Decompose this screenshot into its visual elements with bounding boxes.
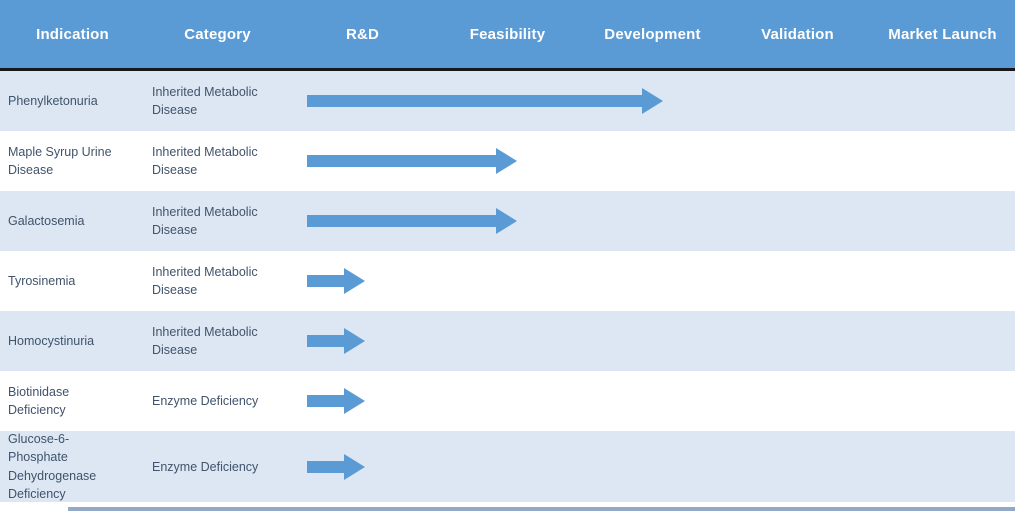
progress-arrow-body — [307, 95, 642, 107]
progress-arrow-body — [307, 275, 344, 287]
category-cell: Enzyme Deficiency — [152, 393, 259, 408]
progress-arrow-head-icon — [496, 148, 517, 174]
indication-cell: Glucose-6-Phosphate Dehydrogenase Defici… — [8, 432, 97, 501]
indication-cell: Phenylketonuria — [8, 93, 98, 108]
pipeline-rows: Phenylketonuria Inherited Metabolic Dise… — [0, 71, 1015, 502]
table-row: Galactosemia Inherited Metabolic Disease — [0, 191, 1015, 251]
header-cell-validation: Validation — [761, 25, 834, 43]
indication-cell: Tyrosinemia — [8, 273, 76, 288]
progress-arrow-body — [307, 155, 496, 167]
header-cell-market-launch: Market Launch — [888, 25, 997, 43]
progress-arrow-head-icon — [344, 268, 365, 294]
category-cell: Inherited Metabolic Disease — [152, 84, 258, 117]
stage-header-row: Indication Category R&D Feasibility Developm… — [0, 0, 1015, 71]
header-cell-category: Category — [184, 25, 251, 43]
category-cell: Inherited Metabolic Disease — [152, 264, 258, 297]
progress-arrow-head-icon — [344, 453, 365, 480]
progress-arrow-body — [307, 395, 344, 407]
table-row: Maple Syrup Urine Disease Inherited Meta… — [0, 131, 1015, 191]
category-cell: Inherited Metabolic Disease — [152, 204, 258, 237]
header-cell-development: Development — [604, 25, 701, 43]
progress-arrow-body — [307, 215, 496, 227]
table-row: Biotinidase Deficiency Enzyme Deficiency — [0, 371, 1015, 431]
category-cell: Inherited Metabolic Disease — [152, 324, 258, 357]
table-row: Glucose-6-Phosphate Dehydrogenase Defici… — [0, 431, 1015, 502]
indication-cell: Maple Syrup Urine Disease — [8, 144, 112, 177]
header-cell-feasibility: Feasibility — [469, 25, 546, 43]
indication-cell: Homocystinuria — [8, 333, 95, 348]
progress-arrow — [307, 148, 517, 174]
progress-arrow — [307, 88, 663, 114]
category-cell: Enzyme Deficiency — [152, 459, 259, 474]
table-row: Tyrosinemia Inherited Metabolic Disease — [0, 251, 1015, 311]
table-row: Homocystinuria Inherited Metabolic Disea… — [0, 311, 1015, 371]
header-cell-indication: Indication — [36, 25, 109, 43]
header-cell-r-d: R&D — [345, 25, 380, 43]
progress-arrow — [307, 268, 365, 294]
category-cell: Inherited Metabolic Disease — [152, 144, 258, 177]
progress-arrow-head-icon — [642, 88, 663, 114]
progress-arrow — [307, 453, 365, 480]
indication-cell: Galactosemia — [8, 213, 85, 228]
progress-arrow-head-icon — [344, 388, 365, 414]
table-row: Phenylketonuria Inherited Metabolic Dise… — [0, 71, 1015, 131]
progress-arrow — [307, 328, 365, 354]
progress-arrow-head-icon — [496, 208, 517, 234]
progress-arrow — [307, 388, 365, 414]
bottom-accent-bar — [68, 507, 1015, 511]
progress-arrow — [307, 208, 517, 234]
indication-cell: Biotinidase Deficiency — [8, 384, 70, 417]
progress-arrow-body — [307, 335, 344, 347]
progress-arrow-head-icon — [344, 328, 365, 354]
progress-arrow-body — [307, 460, 344, 473]
